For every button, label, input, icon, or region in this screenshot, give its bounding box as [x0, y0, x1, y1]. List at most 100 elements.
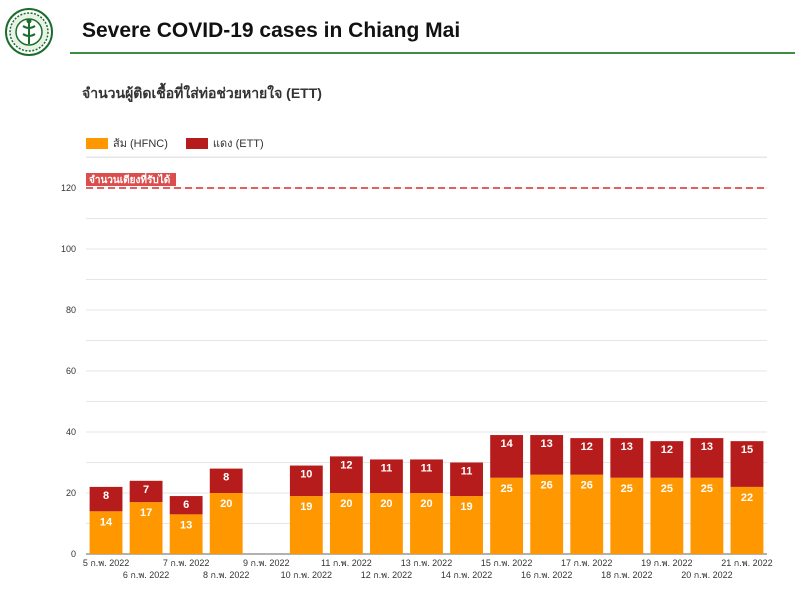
bar-segment-hfnc: [329, 493, 363, 554]
bar-segment-ett: [129, 480, 163, 503]
bar-label-hfnc: 26: [581, 480, 593, 492]
x-tick-label: 12 ก.พ. 2022: [361, 570, 412, 580]
bar-label-hfnc: 17: [140, 507, 152, 519]
bar-segment-ett: [490, 435, 524, 478]
legend-label-ett: แดง (ETT): [212, 138, 264, 150]
bar-label-hfnc: 19: [300, 501, 312, 513]
x-tick-label: 8 ก.พ. 2022: [203, 570, 249, 580]
bar-segment-hfnc: [410, 493, 443, 554]
bar-label-hfnc: 25: [701, 483, 713, 495]
bar-segment-ett: [410, 459, 443, 493]
bar-label-ett: 11: [421, 462, 433, 474]
bar-segment-hfnc: [650, 477, 684, 554]
bar-label-hfnc: 20: [380, 498, 392, 510]
bar-segment-ett: [690, 438, 724, 478]
bar-segment-ett: [650, 441, 684, 478]
bar-segment-ett: [530, 435, 564, 475]
x-tick-label: 17 ก.พ. 2022: [561, 558, 612, 568]
x-tick-label: 18 ก.พ. 2022: [601, 570, 652, 580]
bar-label-ett: 8: [223, 472, 229, 484]
bar-label-ett: 7: [143, 484, 149, 496]
x-tick-label: 9 ก.พ. 2022: [243, 558, 289, 568]
bar-label-hfnc: 20: [340, 498, 352, 510]
y-tick-label: 0: [71, 549, 76, 559]
x-tick-label: 14 ก.พ. 2022: [441, 570, 492, 580]
bar-segment-ett: [370, 459, 403, 493]
bar-label-ett: 12: [661, 444, 673, 456]
bar-segment-hfnc: [209, 493, 243, 554]
bar-segment-ett: [570, 438, 604, 475]
bar-label-hfnc: 25: [500, 483, 512, 495]
bar-segment-ett: [89, 486, 123, 512]
y-tick-label: 20: [66, 488, 76, 498]
x-tick-label: 19 ก.พ. 2022: [641, 558, 692, 568]
chart-legend: ส้ม (HFNC) แดง (ETT): [86, 134, 264, 152]
x-tick-label: 21 ก.พ. 2022: [721, 558, 772, 568]
x-tick-label: 20 ก.พ. 2022: [681, 570, 732, 580]
bar-label-ett: 12: [581, 441, 593, 453]
bar-label-ett: 13: [541, 438, 553, 450]
bar-label-ett: 13: [701, 441, 713, 453]
bar-label-ett: 12: [340, 459, 352, 471]
legend-item-ett[interactable]: แดง (ETT): [185, 134, 264, 152]
bar-label-ett: 15: [741, 444, 753, 456]
bar-segment-hfnc: [370, 493, 403, 554]
bar-label-hfnc: 13: [180, 519, 192, 531]
bar-label-ett: 6: [183, 499, 189, 511]
bar-segment-hfnc: [690, 477, 724, 554]
bar-label-hfnc: 19: [460, 501, 472, 513]
bar-segment-ett: [730, 441, 764, 487]
reference-line-label: จำนวนเตียงที่รับได้: [89, 172, 170, 186]
y-tick-label: 100: [61, 244, 76, 254]
bar-segment-ett: [169, 496, 203, 515]
bar-label-hfnc: 26: [541, 480, 553, 492]
bar-label-ett: 11: [381, 462, 393, 474]
x-tick-label: 13 ก.พ. 2022: [401, 558, 452, 568]
bar-segment-ett: [450, 462, 483, 497]
bar-label-hfnc: 14: [100, 516, 113, 528]
legend-swatch-ett: [185, 137, 208, 149]
reference-label-background: [86, 173, 176, 186]
x-tick-label: 5 ก.พ. 2022: [83, 558, 129, 568]
bar-segment-hfnc: [530, 474, 564, 554]
legend-label-hfnc: ส้ม (HFNC): [113, 138, 168, 150]
x-tick-label: 7 ก.พ. 2022: [163, 558, 209, 568]
bar-segment-ett: [209, 468, 243, 493]
y-tick-label: 60: [66, 366, 76, 376]
bar-segment-ett: [610, 438, 644, 478]
bar-segment-hfnc: [610, 477, 644, 554]
x-tick-label: 6 ก.พ. 2022: [123, 570, 169, 580]
bar-segment-hfnc: [570, 474, 604, 554]
bar-label-hfnc: 25: [661, 483, 673, 495]
x-tick-label: 10 ก.พ. 2022: [281, 570, 332, 580]
header-divider: [70, 52, 795, 54]
bar-segment-hfnc: [730, 486, 764, 554]
y-tick-label: 80: [66, 305, 76, 315]
bar-label-ett: 8: [103, 490, 109, 502]
bar-label-ett: 11: [461, 466, 473, 478]
bar-segment-ett: [329, 456, 363, 493]
legend-swatch-hfnc: [86, 137, 108, 149]
bar-label-hfnc: 22: [741, 492, 753, 504]
bar-segment-hfnc: [89, 511, 123, 554]
chart-title: จำนวนผู้ติดเชื้อที่ใส่ท่อช่วยหายใจ (ETT): [82, 85, 322, 101]
department-logo: [5, 8, 53, 56]
bar-segment-hfnc: [169, 514, 203, 554]
x-tick-label: 15 ก.พ. 2022: [481, 558, 532, 568]
bar-segment-hfnc: [129, 502, 163, 554]
x-tick-label: 11 ก.พ. 2022: [321, 558, 372, 568]
legend-item-hfnc[interactable]: ส้ม (HFNC): [86, 134, 168, 152]
bar-label-ett: 10: [300, 469, 312, 481]
bar-label-ett: 14: [500, 438, 513, 450]
bar-label-hfnc: 20: [220, 498, 232, 510]
page-title: Severe COVID-19 cases in Chiang Mai: [82, 19, 461, 42]
y-tick-label: 120: [61, 183, 76, 193]
bar-label-ett: 13: [621, 441, 633, 453]
x-tick-label: 16 ก.พ. 2022: [521, 570, 572, 580]
bar-segment-hfnc: [490, 477, 524, 554]
y-tick-label: 40: [66, 427, 76, 437]
bar-label-hfnc: 25: [621, 483, 633, 495]
bar-label-hfnc: 20: [420, 498, 432, 510]
bar-segment-ett: [289, 465, 323, 497]
